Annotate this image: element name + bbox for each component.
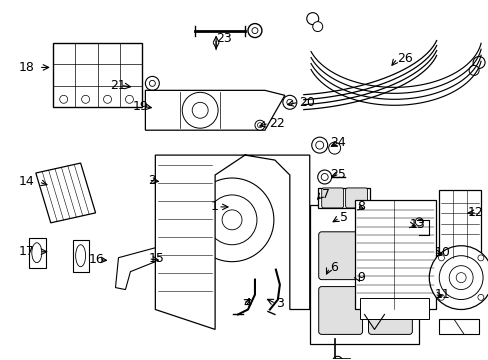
Ellipse shape	[76, 245, 85, 267]
Bar	[53, 42, 142, 107]
Circle shape	[169, 177, 181, 189]
Text: 24: 24	[329, 136, 345, 149]
FancyBboxPatch shape	[368, 287, 411, 334]
Circle shape	[81, 95, 89, 103]
Circle shape	[477, 294, 483, 300]
Text: 19: 19	[132, 100, 148, 113]
Bar	[438, 190, 480, 258]
Polygon shape	[359, 298, 428, 319]
Circle shape	[257, 123, 262, 128]
Circle shape	[207, 195, 256, 245]
Text: 25: 25	[329, 167, 345, 180]
Text: 13: 13	[408, 218, 424, 231]
Circle shape	[428, 246, 488, 310]
FancyBboxPatch shape	[318, 232, 362, 280]
Bar	[354, 200, 435, 310]
Circle shape	[315, 141, 323, 149]
Circle shape	[149, 80, 155, 86]
Circle shape	[438, 294, 444, 300]
Circle shape	[182, 92, 218, 128]
Text: 7: 7	[321, 188, 329, 202]
Circle shape	[332, 356, 342, 360]
FancyBboxPatch shape	[321, 188, 343, 208]
Circle shape	[477, 255, 483, 261]
Polygon shape	[36, 163, 95, 223]
Polygon shape	[73, 240, 88, 272]
Text: 16: 16	[88, 253, 104, 266]
Polygon shape	[155, 155, 309, 329]
Polygon shape	[115, 248, 160, 289]
Text: 8: 8	[357, 201, 365, 213]
Text: 9: 9	[357, 271, 365, 284]
Circle shape	[125, 95, 133, 103]
Polygon shape	[438, 319, 478, 334]
Circle shape	[472, 57, 484, 68]
Text: 22: 22	[268, 117, 284, 130]
Ellipse shape	[32, 243, 41, 263]
Text: 20: 20	[298, 96, 314, 109]
Text: 17: 17	[19, 245, 35, 258]
Circle shape	[438, 256, 482, 300]
Polygon shape	[317, 188, 369, 208]
Polygon shape	[309, 205, 419, 345]
Circle shape	[282, 95, 296, 109]
Text: 5: 5	[339, 211, 347, 224]
Circle shape	[306, 13, 318, 24]
Text: 12: 12	[467, 206, 482, 219]
Text: 26: 26	[397, 52, 412, 65]
Text: 11: 11	[433, 288, 449, 301]
Circle shape	[103, 95, 111, 103]
Text: 10: 10	[433, 246, 449, 259]
Text: 21: 21	[110, 79, 126, 92]
Polygon shape	[29, 238, 46, 268]
Circle shape	[317, 170, 331, 184]
Circle shape	[438, 255, 444, 261]
Circle shape	[222, 210, 242, 230]
FancyBboxPatch shape	[318, 287, 362, 334]
Text: 23: 23	[216, 32, 231, 45]
Circle shape	[247, 24, 262, 37]
Circle shape	[311, 137, 327, 153]
Circle shape	[455, 273, 465, 283]
Circle shape	[190, 178, 273, 262]
Circle shape	[251, 28, 258, 33]
Circle shape	[192, 102, 208, 118]
Circle shape	[286, 99, 292, 105]
Circle shape	[60, 95, 67, 103]
Circle shape	[145, 76, 159, 90]
Text: 4: 4	[243, 297, 250, 310]
Text: 6: 6	[329, 261, 337, 274]
Text: 14: 14	[19, 175, 35, 189]
Text: 15: 15	[148, 252, 164, 265]
Circle shape	[321, 174, 327, 180]
Text: 2: 2	[148, 174, 156, 186]
Text: 3: 3	[275, 297, 283, 310]
Text: 1: 1	[210, 201, 218, 213]
Text: 18: 18	[19, 61, 35, 74]
Circle shape	[254, 120, 264, 130]
Circle shape	[312, 22, 322, 32]
FancyBboxPatch shape	[345, 188, 367, 208]
Polygon shape	[145, 90, 285, 130]
FancyBboxPatch shape	[368, 232, 411, 280]
Circle shape	[448, 266, 472, 289]
Circle shape	[468, 66, 478, 75]
Circle shape	[163, 171, 187, 195]
Circle shape	[414, 218, 423, 226]
Circle shape	[328, 142, 340, 154]
